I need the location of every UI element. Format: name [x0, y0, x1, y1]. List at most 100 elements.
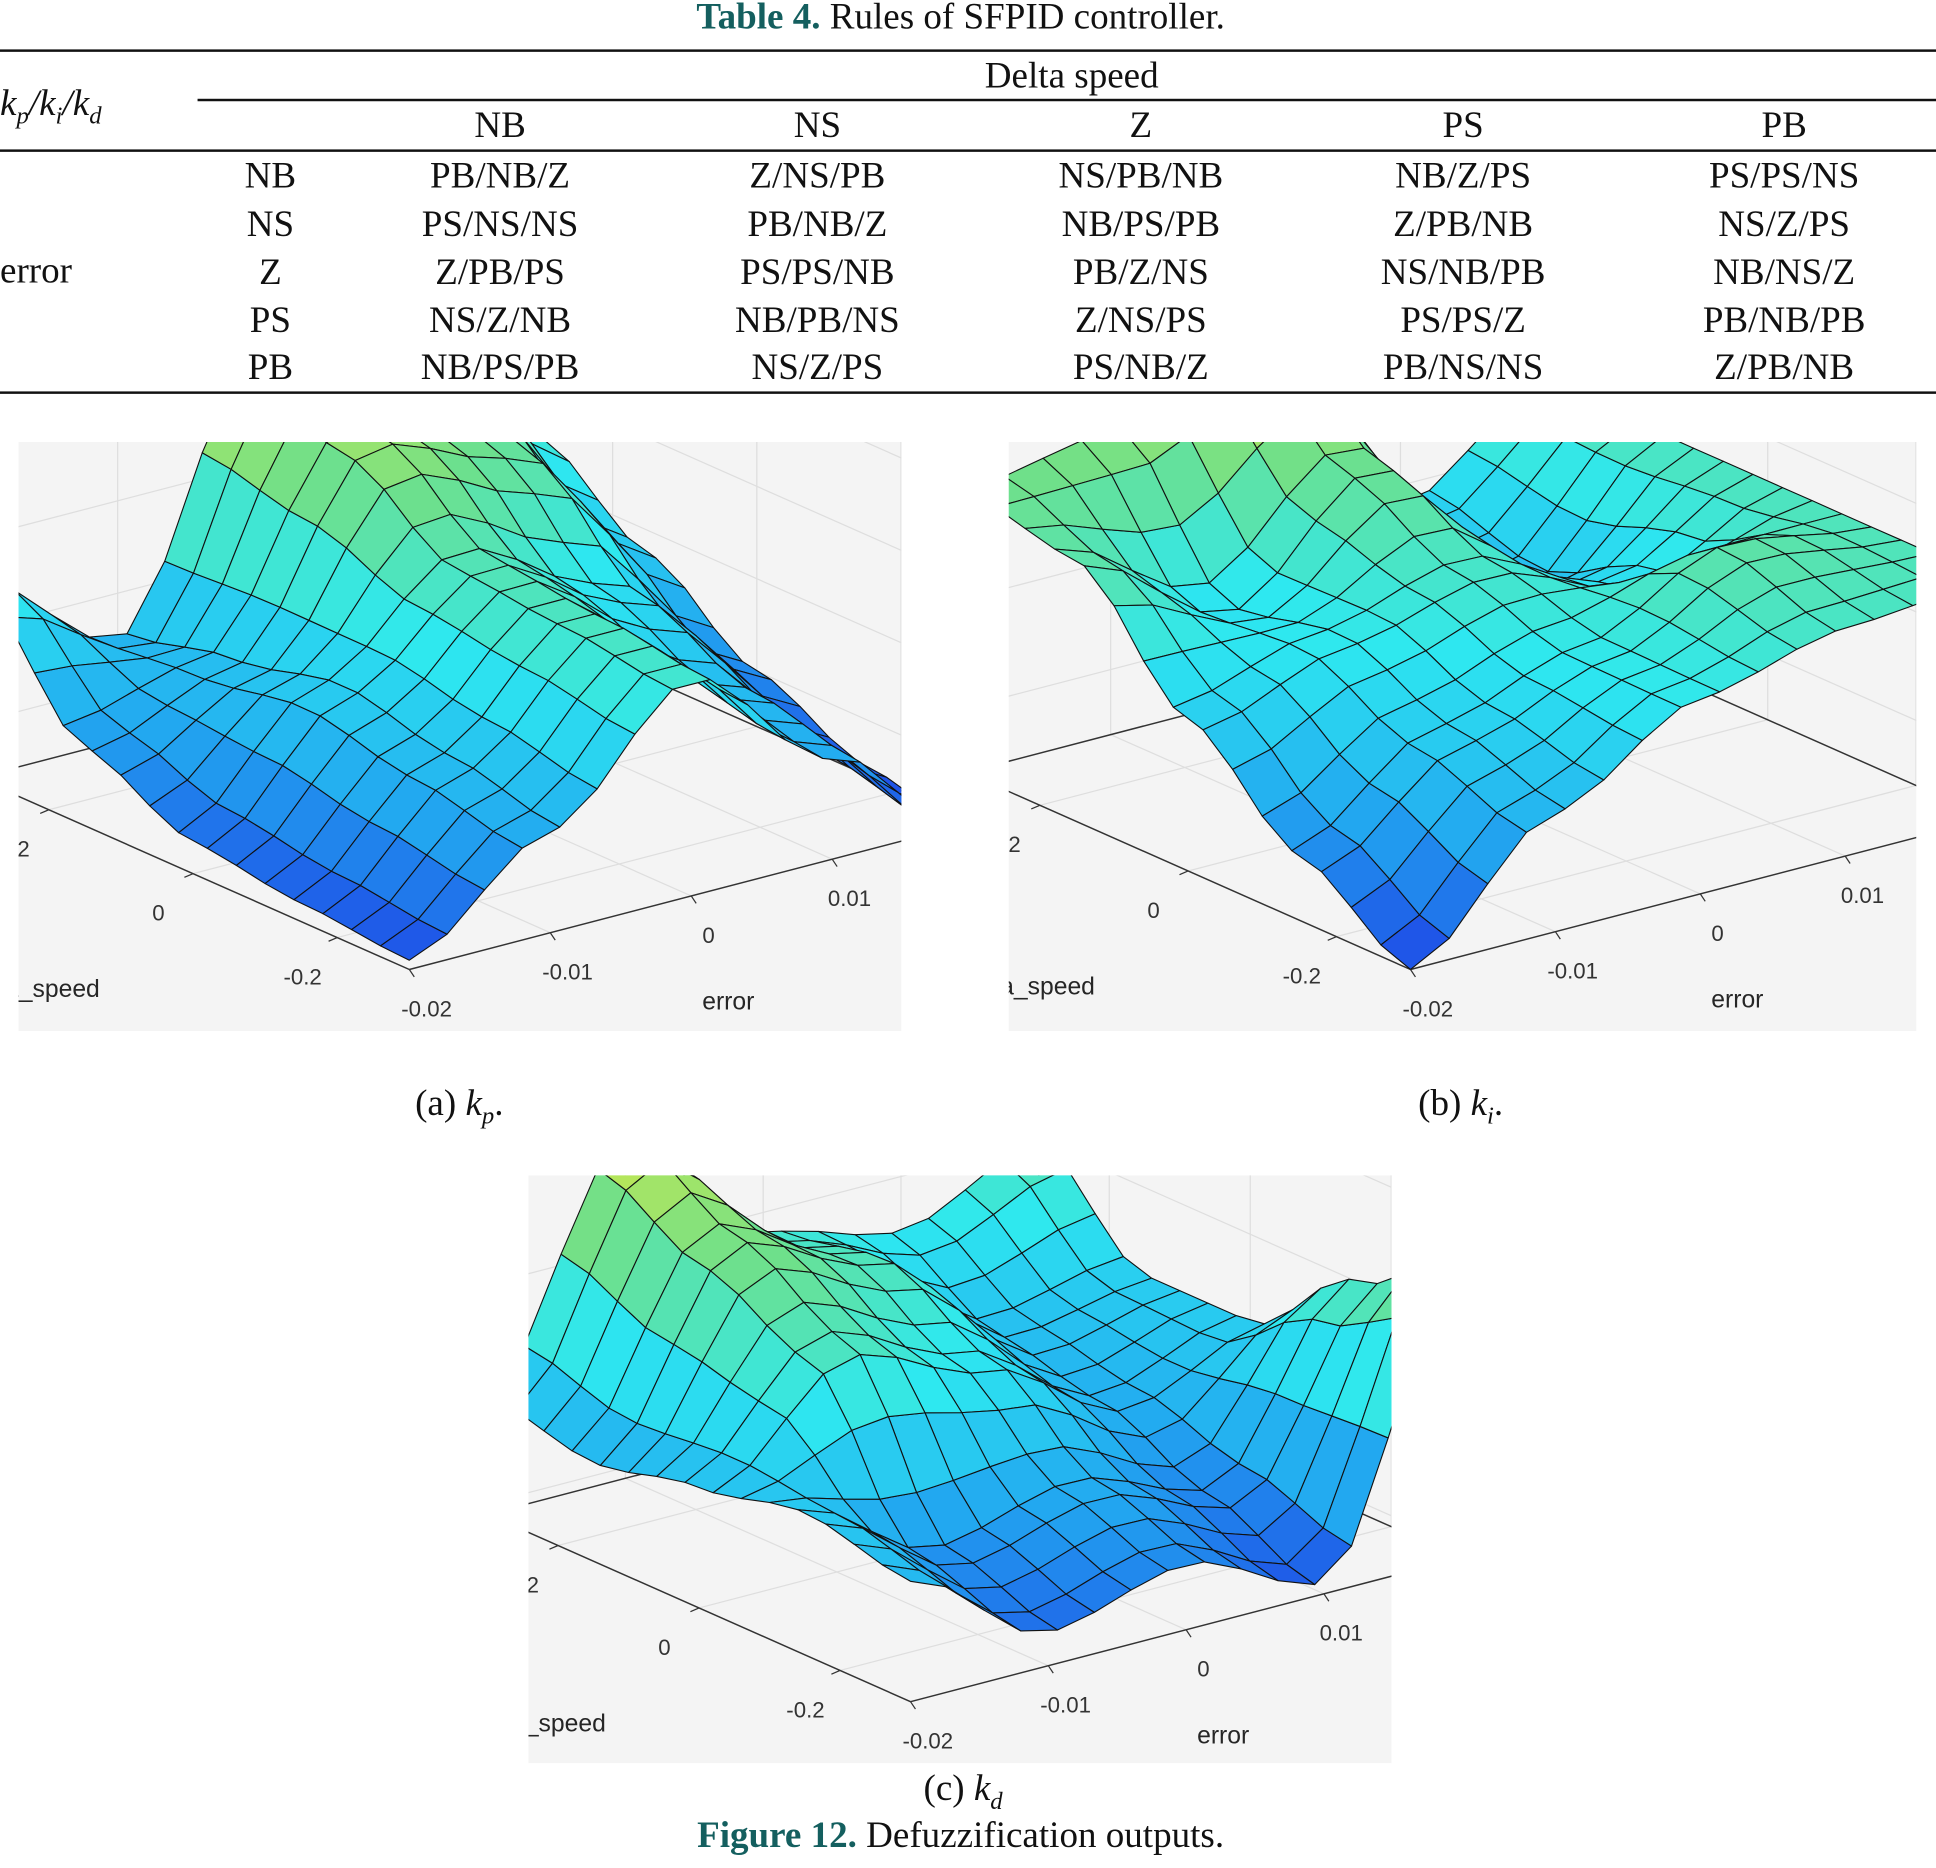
- box-edge: [1039, 1175, 1392, 1196]
- table-cell: PS/PS/NB: [740, 251, 895, 293]
- table-cell: NS/Z/PS: [1718, 203, 1851, 245]
- x-tick-mark: [831, 858, 838, 867]
- table-cell: PB/NS/NS: [1382, 346, 1544, 388]
- table-cell: PS/PS/Z: [1400, 300, 1526, 341]
- x-tick-mark: [690, 895, 697, 904]
- x-tick-mark: [549, 932, 556, 941]
- surface-patch: [786, 1373, 853, 1456]
- table-group-rule: [197, 98, 1936, 102]
- row-header: NS: [246, 203, 295, 245]
- table-cell: NS/Z/NB: [429, 300, 572, 341]
- y-axis-label: delta_speed: [1009, 973, 1095, 1000]
- table-cell: NB/PB/NS: [735, 300, 900, 341]
- table-bottom-rule: [0, 391, 1936, 394]
- x-axis-label: error: [702, 989, 754, 1016]
- figure-caption-text: Defuzzification outputs.: [856, 1815, 1225, 1856]
- surface-patch: [1017, 1175, 1055, 1188]
- x-tick-label: 0: [1711, 921, 1723, 946]
- y-tick-label: 0: [1147, 898, 1159, 923]
- table-cell: PS/NS/NS: [421, 203, 579, 245]
- y-tick-label: 0.2: [528, 1572, 538, 1597]
- wall-grid-line: [655, 442, 902, 552]
- x-tick-label: -0.02: [401, 996, 452, 1021]
- table-top-rule: [0, 49, 1936, 52]
- x-tick-mark: [1409, 969, 1416, 978]
- y-tick-label: -0.2: [786, 1697, 824, 1722]
- wall-grid-line: [863, 442, 902, 459]
- wall-grid-line: [540, 482, 902, 644]
- row-header: Z: [259, 251, 282, 293]
- y-axis-label: delta_speed: [19, 976, 100, 1003]
- x-axis-label: error: [1711, 986, 1763, 1013]
- x-tick-mark: [910, 1701, 916, 1710]
- x-tick-mark: [408, 969, 415, 978]
- y-tick-mark: [1327, 936, 1337, 941]
- surface-plot-svg: 10203040-0.200.2-0.02-0.0100.010.02kddel…: [528, 1175, 1392, 1754]
- figure-caption: Figure 12. Defuzzification outputs.: [697, 1815, 1224, 1857]
- surface-patch: [1252, 442, 1265, 449]
- subcaption-c: (c) kd: [923, 1768, 1003, 1816]
- surface-patch: [1359, 1331, 1392, 1439]
- table-cell: NB/PS/PB: [1061, 203, 1221, 245]
- column-header: NB: [474, 104, 526, 146]
- surface-patch: [881, 1564, 948, 1588]
- column-header: Z: [1129, 104, 1153, 146]
- table-caption-text: Rules of SFPID controller.: [820, 0, 1225, 38]
- x-tick-label: -0.02: [902, 1729, 953, 1754]
- row-header: PB: [247, 346, 294, 388]
- table-cell: PS/PS/NS: [1708, 155, 1860, 197]
- table-cell: Z/PB/PS: [435, 251, 565, 293]
- y-tick-mark: [690, 1607, 700, 1613]
- table-cell: PS/NB/Z: [1072, 346, 1209, 388]
- surface-patch: [230, 442, 285, 491]
- table-cell: PB/NB/PB: [1702, 300, 1866, 341]
- table-header-rule: [0, 149, 1936, 152]
- x-tick-label: -0.02: [1402, 996, 1453, 1021]
- figure-caption-label: Figure 12.: [697, 1815, 857, 1856]
- y-axis-label: delta_speed: [528, 1710, 605, 1737]
- y-tick-label: -0.2: [1283, 964, 1321, 989]
- surface-patch: [1574, 442, 1610, 453]
- table-cell: Z/PB/NB: [1714, 346, 1855, 388]
- wall-grid-line: [1363, 1175, 1392, 1189]
- surface-patch: [455, 830, 523, 891]
- surface-plot-svg: 102030-0.200.2-0.02-0.0100.010.02kidelta…: [1008, 442, 1917, 1021]
- y-tick-mark: [1031, 804, 1041, 810]
- table-cell: NS/Z/PS: [751, 346, 884, 388]
- table-corner-header: kp/ki/kd: [0, 82, 102, 130]
- row-header: PS: [249, 300, 292, 341]
- surface-plot-svg: 200400600800-0.200.2-0.02-0.0100.010.02k…: [18, 442, 902, 1021]
- x-tick-mark: [1323, 1593, 1330, 1602]
- surface-patch: [1367, 1290, 1392, 1323]
- surface-patch: [379, 918, 448, 961]
- column-header: NS: [793, 104, 842, 146]
- ki-surface-plot: 102030-0.200.2-0.02-0.0100.010.02kidelta…: [1008, 442, 1917, 1031]
- table-cell: NS/NB/PB: [1380, 251, 1546, 293]
- subcaption-b: (b) ki.: [1418, 1082, 1504, 1130]
- box-edge: [541, 442, 902, 453]
- column-header: PB: [1761, 104, 1807, 146]
- y-tick-label: -0.2: [284, 964, 322, 989]
- x-tick-label: -0.01: [1040, 1693, 1091, 1718]
- row-group-header: error: [0, 250, 72, 292]
- table-cell: NB/Z/PS: [1395, 155, 1532, 197]
- x-tick-label: 0.01: [828, 886, 871, 911]
- y-tick-mark: [831, 1669, 841, 1675]
- surface-patch: [793, 741, 861, 763]
- x-tick-mark: [1047, 1665, 1054, 1674]
- kd-surface-plot: 10203040-0.200.2-0.02-0.0100.010.02kddel…: [528, 1175, 1392, 1764]
- table-cell: NS/PB/NB: [1058, 155, 1224, 197]
- x-tick-label: -0.01: [542, 960, 593, 985]
- x-tick-mark: [1844, 855, 1851, 864]
- kp-surface-plot: 200400600800-0.200.2-0.02-0.0100.010.02k…: [18, 442, 902, 1031]
- x-axis-label: error: [1197, 1722, 1249, 1749]
- surface-patch: [1339, 1277, 1392, 1327]
- surface-patch: [605, 1175, 646, 1191]
- y-tick-mark: [39, 809, 50, 815]
- table-cell: PB/NB/Z: [747, 203, 888, 245]
- surface-patch: [1467, 442, 1520, 468]
- x-tick-mark: [1554, 931, 1561, 940]
- x-tick-mark: [1185, 1629, 1192, 1638]
- y-tick-label: 0.2: [1009, 832, 1021, 857]
